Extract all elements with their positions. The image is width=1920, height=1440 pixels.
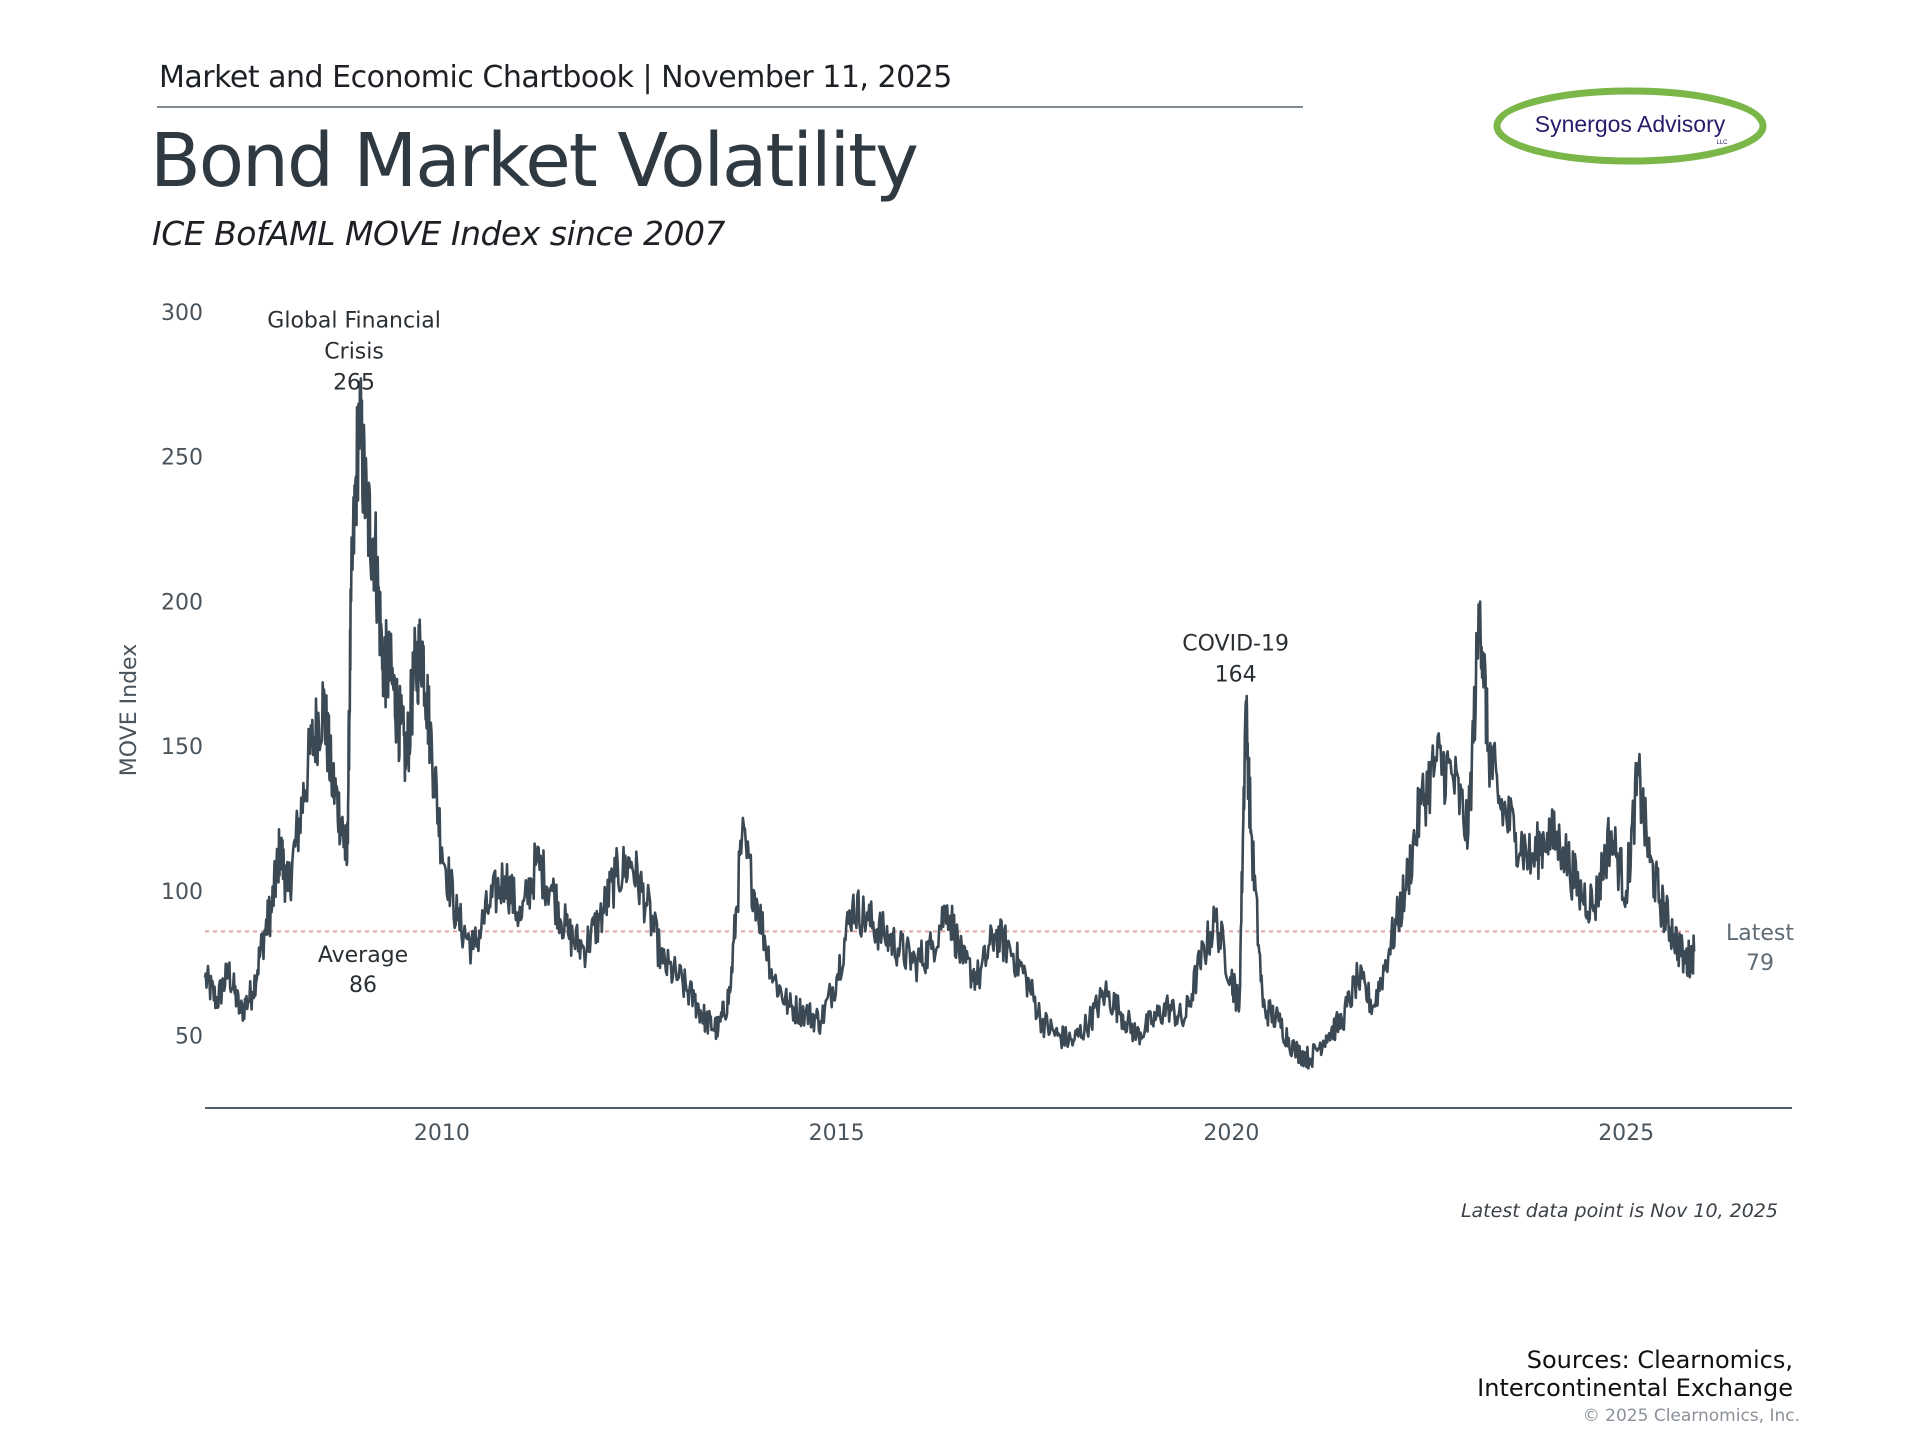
latest-label: Latest bbox=[1726, 921, 1794, 946]
page-title: Bond Market Volatility bbox=[150, 118, 919, 204]
y-axis-ticks: 50 100 150 200 250 300 bbox=[161, 301, 203, 1050]
move-index-line bbox=[203, 377, 1696, 1070]
average-value: 86 bbox=[349, 973, 377, 998]
y-tick-label: 250 bbox=[161, 446, 203, 471]
header-divider bbox=[157, 106, 1303, 108]
x-tick-label: 2025 bbox=[1598, 1121, 1654, 1146]
copyright: © 2025 Clearnomics, Inc. bbox=[1582, 1406, 1800, 1426]
y-axis-label: MOVE Index bbox=[117, 644, 142, 776]
x-axis-ticks: 2010 2015 2020 2025 bbox=[414, 1121, 1654, 1146]
y-tick-label: 150 bbox=[161, 735, 203, 760]
sources: Sources: Clearnomics, Intercontinental E… bbox=[1380, 1346, 1793, 1402]
y-tick-label: 50 bbox=[175, 1025, 203, 1050]
annotation-line: Crisis bbox=[324, 339, 384, 364]
annotation-line: COVID-19 bbox=[1182, 632, 1289, 657]
x-tick-label: 2010 bbox=[414, 1121, 470, 1146]
y-tick-label: 200 bbox=[161, 590, 203, 615]
logo-ring-mask bbox=[1502, 96, 1758, 152]
logo-text: Synergos Advisory bbox=[1535, 111, 1726, 137]
latest-data-note: Latest data point is Nov 10, 2025 bbox=[1460, 1200, 1778, 1222]
annotations: Global Financial Crisis 265 COVID-19 164 bbox=[267, 308, 1289, 687]
chartbook-header: Market and Economic Chartbook | November… bbox=[159, 60, 952, 95]
logo-ring bbox=[1493, 87, 1767, 165]
synergos-logo: Synergos Advisory LLC bbox=[1493, 87, 1767, 165]
logo-suffix: LLC bbox=[1716, 140, 1728, 146]
x-tick-label: 2015 bbox=[809, 1121, 865, 1146]
annotation-line: 265 bbox=[333, 370, 375, 395]
x-tick-label: 2020 bbox=[1203, 1121, 1259, 1146]
sources-line-2: Intercontinental Exchange bbox=[1477, 1374, 1793, 1402]
page-subtitle: ICE BofAML MOVE Index since 2007 bbox=[152, 214, 725, 253]
y-tick-label: 300 bbox=[161, 301, 203, 326]
latest-value: 79 bbox=[1746, 951, 1774, 976]
sources-line-1: Sources: Clearnomics, bbox=[1526, 1346, 1793, 1374]
annotation-line: Global Financial bbox=[267, 308, 441, 333]
y-tick-label: 100 bbox=[161, 880, 203, 905]
annotation-line: 164 bbox=[1215, 663, 1257, 688]
average-label: Average bbox=[318, 943, 408, 968]
